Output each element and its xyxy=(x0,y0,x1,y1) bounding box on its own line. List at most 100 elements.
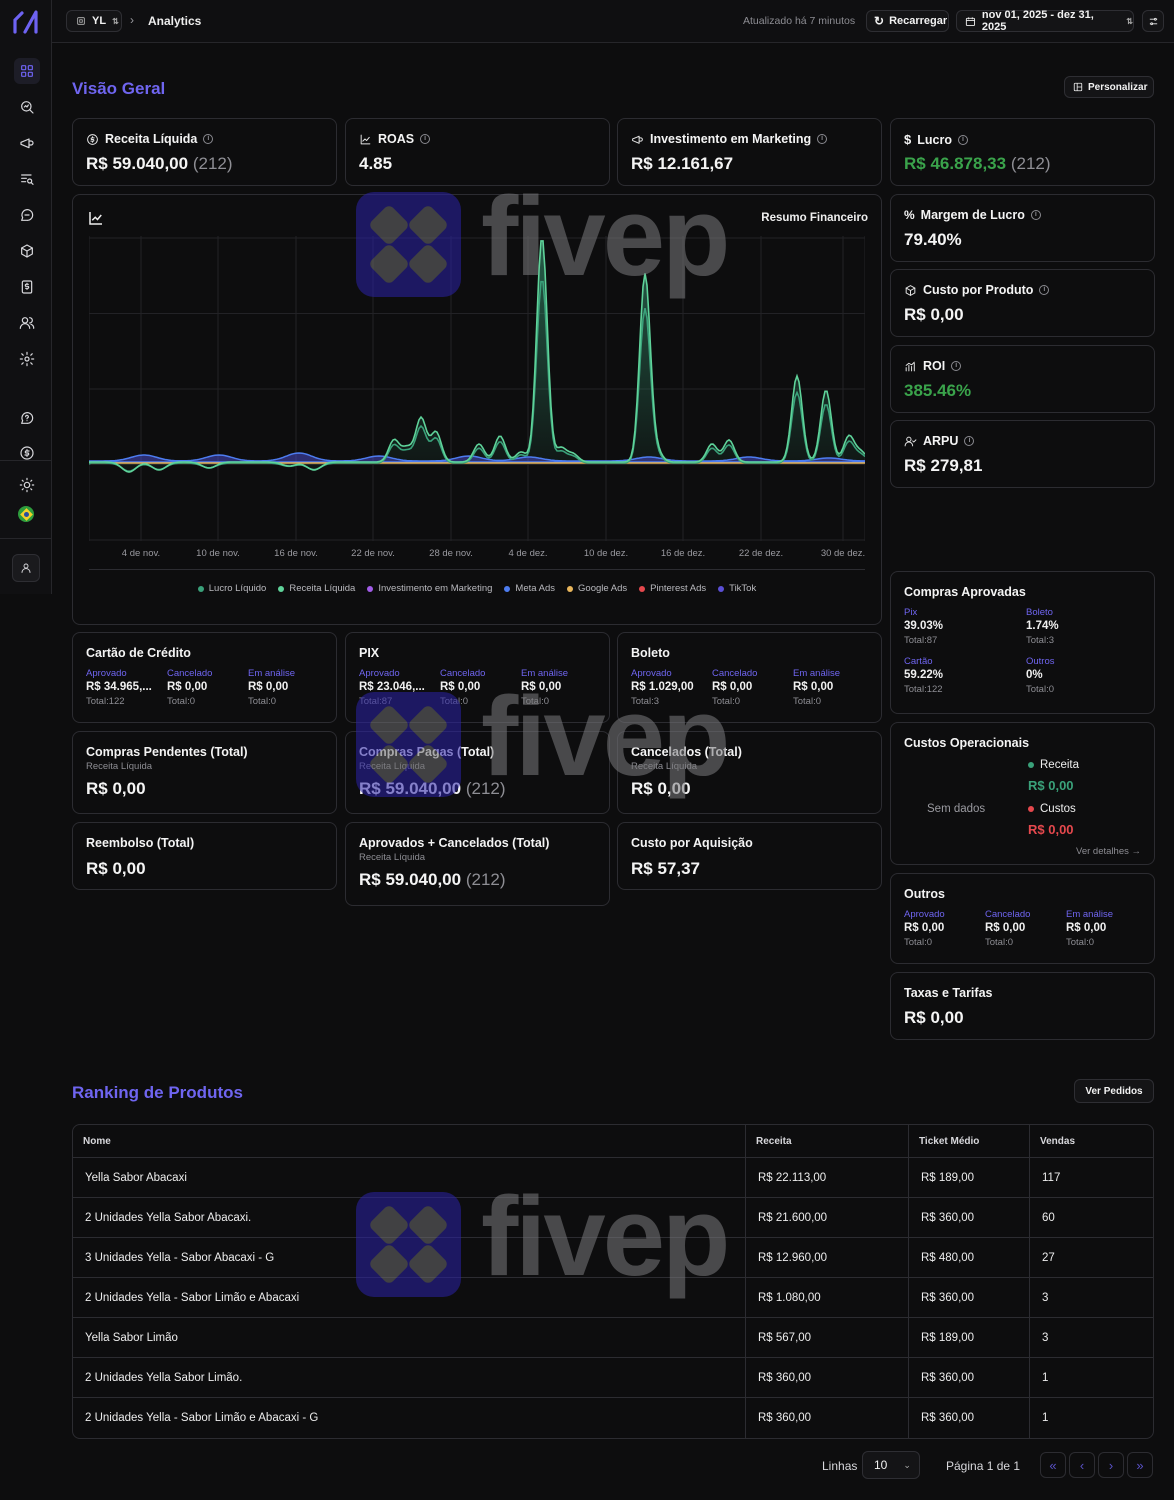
search-analytics-icon[interactable] xyxy=(14,94,40,120)
info-icon[interactable]: i xyxy=(817,134,828,144)
product-name-cell: Yella Sabor Abacaxi xyxy=(73,1158,746,1198)
workspace-selector[interactable]: YL ⇅ xyxy=(66,10,122,32)
kpi-value: 385.46% xyxy=(904,381,972,400)
overview-title: Visão Geral xyxy=(72,79,166,98)
help-chat-icon[interactable] xyxy=(14,405,40,431)
view-details-link[interactable]: Ver detalhes → xyxy=(1076,846,1141,857)
billing-dollar-icon[interactable] xyxy=(14,440,40,466)
method-label: Outros xyxy=(1026,656,1055,667)
info-icon[interactable]: i xyxy=(420,134,431,144)
status-total: Total:0 xyxy=(248,696,276,707)
taxas-value: R$ 0,00 xyxy=(904,1008,964,1027)
sales-cell: 27 xyxy=(1030,1238,1153,1278)
prev-page-button[interactable]: ‹ xyxy=(1069,1452,1095,1478)
legend-label: Lucro Líquido xyxy=(208,583,267,594)
table-row[interactable]: 2 Unidades Yella - Sabor Limão e Abacaxi… xyxy=(73,1398,1153,1438)
legend-item[interactable]: TikTok xyxy=(718,583,756,594)
series-area-receita xyxy=(89,240,865,472)
x-tick-label: 22 de dez. xyxy=(738,548,784,559)
breadcrumb[interactable]: Analytics xyxy=(148,14,202,28)
table-row[interactable]: 3 Unidades Yella - Sabor Abacaxi - G R$ 1… xyxy=(73,1238,1153,1278)
settings-gear-icon[interactable] xyxy=(14,346,40,372)
status-value: R$ 0,00 xyxy=(1066,922,1107,934)
column-header[interactable]: Nome xyxy=(73,1125,746,1158)
column-header[interactable]: Ticket Médio xyxy=(909,1125,1030,1158)
reload-label: Recarregar xyxy=(889,15,948,27)
app-logo[interactable] xyxy=(12,9,40,35)
kpi-value: R$ 0,00 xyxy=(904,305,964,324)
table-row[interactable]: Yella Sabor Limão R$ 567,00 R$ 189,00 3 xyxy=(73,1318,1153,1358)
theme-sun-icon[interactable] xyxy=(14,472,40,498)
rows-per-page-select[interactable]: 10 ⌄ xyxy=(862,1451,920,1479)
list-search-icon[interactable] xyxy=(14,166,40,192)
chart-line-icon xyxy=(360,134,371,144)
ranking-title: Ranking de Produtos xyxy=(72,1083,243,1102)
total-value: R$ 59.040,00 xyxy=(359,779,462,798)
info-icon[interactable]: i xyxy=(203,134,214,144)
total-label: Cancelados (Total) xyxy=(631,745,742,759)
sales-cell: 3 xyxy=(1030,1318,1153,1358)
table-row[interactable]: Yella Sabor Abacaxi R$ 22.113,00 R$ 189,00… xyxy=(73,1158,1153,1198)
user-avatar-icon[interactable] xyxy=(12,554,40,582)
status-value: R$ 0,00 xyxy=(793,681,834,693)
revenue-cell: R$ 21.600,00 xyxy=(746,1198,909,1238)
reload-button[interactable]: ↻ Recarregar xyxy=(866,10,949,32)
filter-settings-button[interactable] xyxy=(1142,10,1164,32)
brazil-flag-icon[interactable] xyxy=(18,506,34,522)
info-icon[interactable]: i xyxy=(1030,210,1041,220)
legend-item[interactable]: Meta Ads xyxy=(504,583,555,594)
users-icon[interactable] xyxy=(14,310,40,336)
legend-label: Investimento em Marketing xyxy=(378,583,493,594)
kpi-count: (212) xyxy=(1010,154,1051,173)
approved-purchases-title: Compras Aprovadas xyxy=(904,585,1026,599)
date-range-picker[interactable]: nov 01, 2025 - dez 31, 2025 ⇅ xyxy=(956,9,1134,33)
legend-item[interactable]: Google Ads xyxy=(567,583,627,594)
kpi-arpu: ARPU i R$ 279,81 xyxy=(890,420,1155,488)
info-icon[interactable]: i xyxy=(957,134,968,145)
legend-item[interactable]: Receita Líquida xyxy=(278,583,355,594)
legend-item[interactable]: Pinterest Ads xyxy=(639,583,706,594)
total-label: Aprovados + Cancelados (Total) xyxy=(359,836,550,850)
workspace-name: YL xyxy=(92,15,107,27)
box-icon[interactable] xyxy=(14,238,40,264)
table-row[interactable]: 2 Unidades Yella - Sabor Limão e Abacaxi… xyxy=(73,1278,1153,1318)
column-header[interactable]: Vendas xyxy=(1030,1125,1153,1158)
legend-item[interactable]: Lucro Líquido xyxy=(197,583,267,594)
legend-item[interactable]: Investimento em Marketing xyxy=(367,583,492,594)
revenue-cell: R$ 360,00 xyxy=(746,1398,909,1438)
info-icon[interactable]: i xyxy=(951,361,962,371)
invoice-dollar-icon[interactable] xyxy=(14,274,40,300)
total-label: Custo por Aquisição xyxy=(631,836,753,850)
calendar-icon xyxy=(965,16,976,26)
customize-button[interactable]: Personalizar xyxy=(1064,76,1154,98)
total-count: (212) xyxy=(465,779,506,798)
dollar-circle-icon xyxy=(87,133,98,145)
dashboard-icon[interactable] xyxy=(14,58,40,84)
chat-icon[interactable] xyxy=(14,202,40,228)
table-row[interactable]: 2 Unidades Yella Sabor Limão. R$ 360,00 R$… xyxy=(73,1358,1153,1398)
first-page-button[interactable]: « xyxy=(1040,1452,1066,1478)
no-data-text: Sem dados xyxy=(927,803,986,815)
info-icon[interactable]: i xyxy=(1039,285,1050,295)
financial-chart-plot[interactable] xyxy=(89,236,865,541)
total-label: Reembolso (Total) xyxy=(86,836,195,850)
total-value: R$ 59.040,00 xyxy=(359,870,462,889)
total-aprovados-cancelados: Aprovados + Cancelados (Total) Receita L… xyxy=(345,822,610,906)
megaphone-icon[interactable] xyxy=(14,130,40,156)
layout-icon xyxy=(1073,82,1083,92)
info-icon[interactable]: i xyxy=(964,436,975,446)
column-header[interactable]: Receita xyxy=(746,1125,909,1158)
view-orders-button[interactable]: Ver Pedidos xyxy=(1074,1079,1154,1103)
method-label: Cartão xyxy=(904,656,933,667)
last-page-button[interactable]: » xyxy=(1127,1452,1153,1478)
table-row[interactable]: 2 Unidades Yella Sabor Abacaxi. R$ 21.600… xyxy=(73,1198,1153,1238)
method-total: Total:0 xyxy=(1026,684,1054,695)
next-page-button[interactable]: › xyxy=(1098,1452,1124,1478)
page-indicator: Página 1 de 1 xyxy=(946,1459,1021,1473)
legend-dot xyxy=(278,585,285,592)
total-subtitle: Receita Líquida xyxy=(359,761,426,772)
outros-card: Outros Aprovado R$ 0,00 Total:0 Cancelado R… xyxy=(890,873,1155,964)
status-label: Aprovado xyxy=(86,668,127,679)
total-reembolso: Reembolso (Total) R$ 0,00 xyxy=(72,822,337,890)
chevron-left-icon: ‹ xyxy=(1079,1457,1085,1473)
